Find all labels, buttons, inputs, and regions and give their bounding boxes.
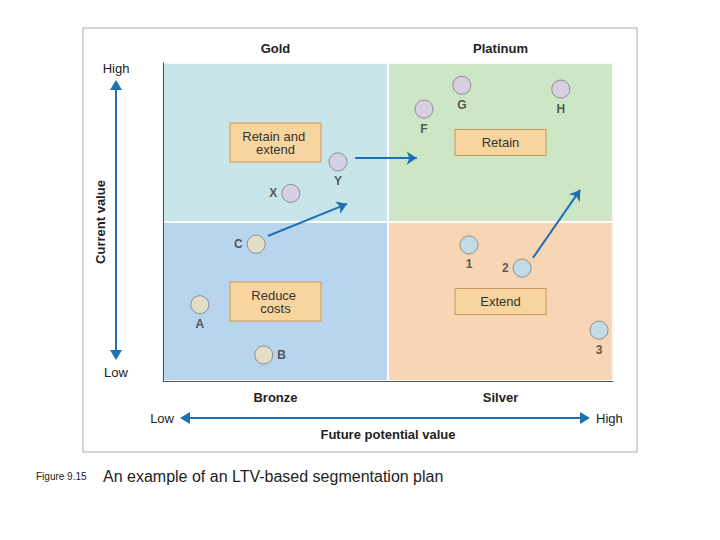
svg-text:Y: Y [334,174,342,188]
svg-text:Gold: Gold [261,41,291,56]
svg-text:High: High [596,411,623,426]
svg-text:Retain and: Retain and [242,128,309,144]
svg-text:X: X [269,186,277,200]
svg-text:Retain: Retain [482,135,520,150]
svg-text:Low: Low [150,411,174,426]
svg-text:Platinum: Platinum [473,41,528,56]
svg-text:Bronze: Bronze [253,390,297,405]
svg-text:Future potential value: Future potential value [320,427,455,442]
svg-text:Current value: Current value [93,180,108,264]
svg-text:3: 3 [596,343,603,357]
svg-text:C: C [234,237,243,251]
svg-text:extend: extend [256,142,295,157]
svg-text:Extend: Extend [480,294,520,309]
svg-text:F: F [420,122,427,136]
svg-text:G: G [457,98,466,112]
svg-text:B: B [277,348,286,362]
svg-text:H: H [556,102,565,116]
svg-text:An example of an LTV-based seg: An example of an LTV-based segmentation … [103,468,443,485]
svg-text:1: 1 [466,257,473,271]
svg-text:costs: costs [260,301,291,316]
svg-text:Figure 9.15: Figure 9.15 [36,471,87,482]
svg-text:Silver: Silver [483,390,518,405]
svg-text:A: A [196,317,205,331]
svg-text:High: High [103,61,130,76]
svg-text:2: 2 [502,261,509,275]
svg-text:Low: Low [104,365,128,380]
svg-text:Reduce: Reduce [251,287,300,303]
